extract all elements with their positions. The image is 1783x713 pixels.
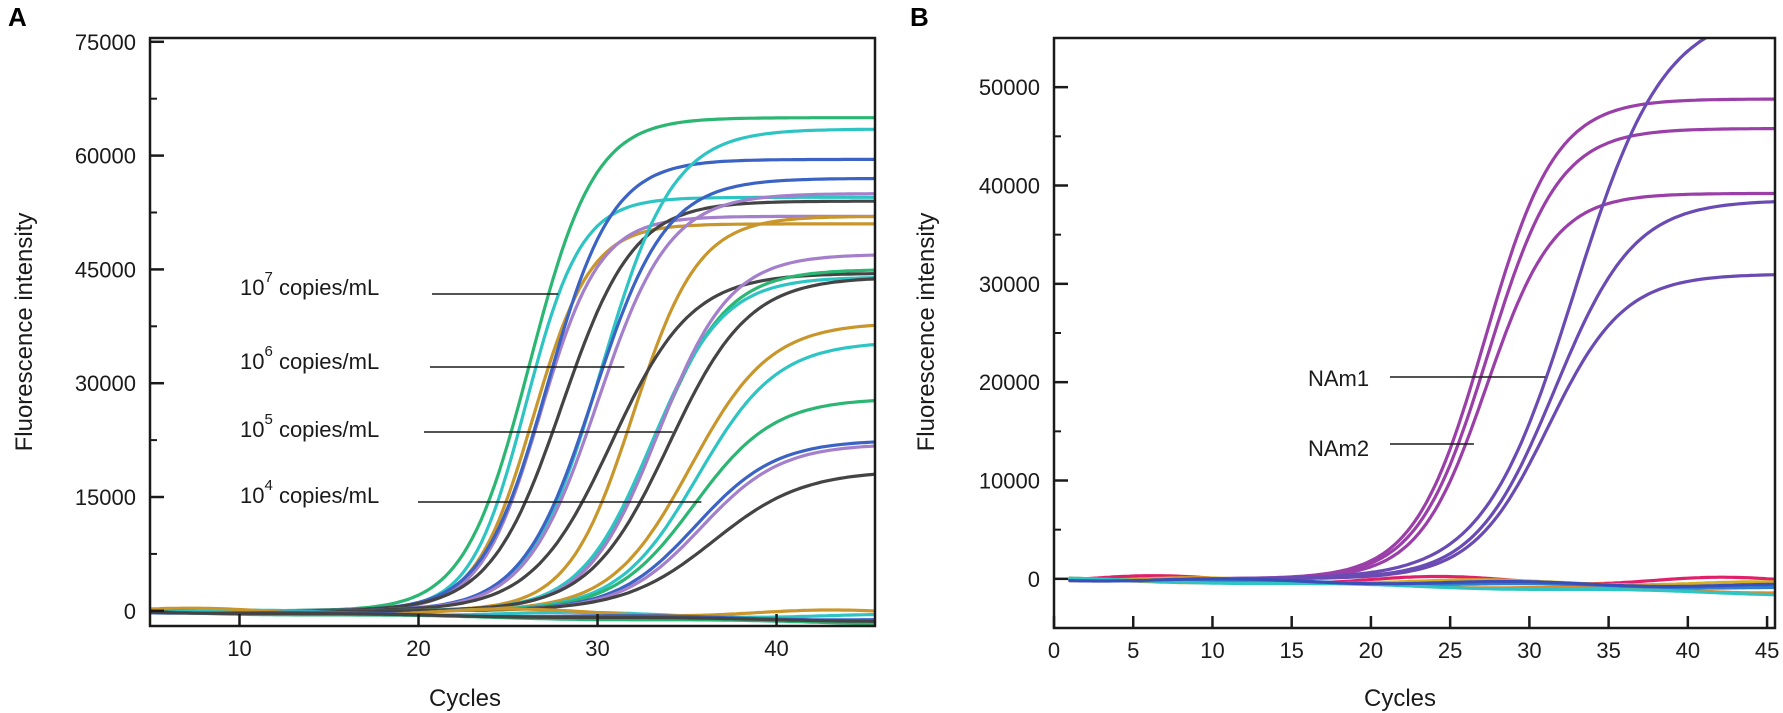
series-line-6	[1068, 273, 1775, 581]
series-line-12	[1068, 577, 1775, 589]
series-line-4	[1068, 38, 1709, 581]
x-tick-label: 30	[1517, 638, 1541, 663]
x-tick-label: 40	[1676, 638, 1700, 663]
panel-b: B 0 5 10 15 20 25 30 35 40 45 0 10000 20000 30000 4000…	[910, 2, 1779, 712]
x-tick-label: 0	[1048, 638, 1060, 663]
series-line-11	[1068, 576, 1775, 597]
x-tick-label: 10	[227, 636, 251, 661]
annotation-label: 104 copies/mL	[240, 477, 379, 508]
y-tick-label: 10000	[979, 469, 1040, 494]
series-line-8	[150, 176, 875, 613]
series-line-5	[150, 157, 875, 613]
x-tick-label: 40	[764, 636, 788, 661]
x-tick-label: 5	[1127, 638, 1139, 663]
x-tick-label: 35	[1596, 638, 1620, 663]
series-line-6	[150, 199, 875, 613]
annotation-label: NAm1	[1308, 366, 1369, 391]
panel-a-ticks: 10 20 30 40 0 15000 30000 45000 60000 75000	[75, 30, 789, 661]
x-tick-label: 25	[1438, 638, 1462, 663]
y-tick-label: 20000	[979, 370, 1040, 395]
series-line-11	[150, 272, 875, 613]
x-tick-label: 30	[585, 636, 609, 661]
panel-b-ticks: 0 5 10 15 20 25 30 35 40 45 0 10000 20000 30000 40000 5…	[979, 75, 1780, 663]
annotation-label: 105 copies/mL	[240, 411, 379, 442]
series-line-13	[150, 276, 875, 613]
y-tick-label: 45000	[75, 257, 136, 282]
annotation-label: 106 copies/mL	[240, 343, 379, 374]
y-tick-label: 0	[124, 599, 136, 624]
series-line-15	[150, 277, 875, 613]
panel-a-frame	[148, 36, 877, 628]
panel-b-series-group	[1068, 38, 1775, 597]
y-tick-label: 60000	[75, 144, 136, 169]
y-tick-label: 75000	[75, 30, 136, 55]
panel-a: A 10 20 30 40 0 15000 30000 45000 60000 75000 Cyc…	[8, 2, 877, 712]
panel-a-label: A	[8, 2, 27, 32]
y-tick-label: 15000	[75, 485, 136, 510]
panel-a-y-axis-title: Fluorescence intensity	[11, 213, 38, 452]
x-tick-label: 10	[1200, 638, 1224, 663]
x-tick-label: 20	[406, 636, 430, 661]
panel-a-annotations: 107 copies/mL 106 copies/mL 105 copies/mL 1…	[240, 269, 702, 508]
panel-a-x-axis-title: Cycles	[429, 685, 501, 712]
series-line-5	[1068, 200, 1775, 581]
panel-b-label: B	[910, 2, 929, 32]
series-line-9	[150, 192, 875, 613]
y-tick-label: 30000	[979, 272, 1040, 297]
y-tick-label: 0	[1028, 567, 1040, 592]
panel-a-series-group	[150, 116, 875, 626]
y-tick-label: 40000	[979, 174, 1040, 199]
y-tick-label: 50000	[979, 75, 1040, 100]
series-line-26	[150, 610, 875, 623]
series-line-2	[150, 195, 875, 613]
annotation-label: NAm2	[1308, 436, 1369, 461]
x-tick-label: 15	[1279, 638, 1303, 663]
x-tick-label: 45	[1755, 638, 1779, 663]
annotation-label: 107 copies/mL	[240, 269, 379, 300]
x-tick-label: 20	[1359, 638, 1383, 663]
panel-b-annotations: NAm1 NAm2	[1308, 366, 1546, 461]
panel-b-x-axis-title: Cycles	[1364, 685, 1436, 712]
y-tick-label: 30000	[75, 371, 136, 396]
series-line-1	[1068, 97, 1775, 581]
panel-b-y-axis-title: Fluorescence intensity	[913, 213, 940, 452]
